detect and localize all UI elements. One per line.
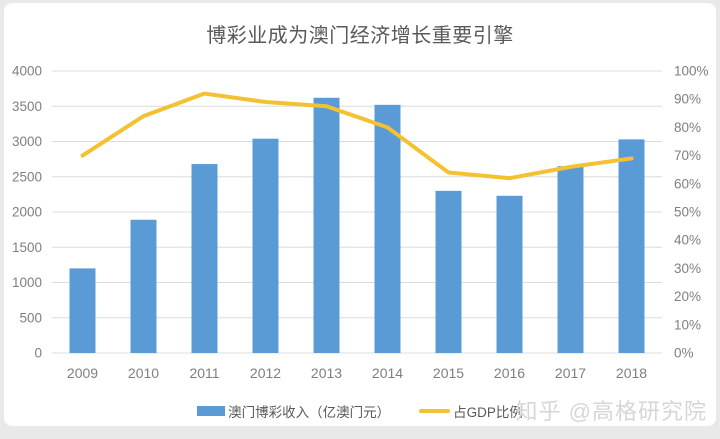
- left-axis-tick: 3500: [12, 99, 42, 114]
- right-axis-tick: 30%: [674, 261, 701, 276]
- right-axis-tick: 50%: [674, 205, 701, 220]
- bar-2015: [435, 190, 462, 353]
- chart-legend: 澳门博彩收入（亿澳门元） 占GDP比例: [0, 401, 720, 421]
- x-axis-label-2017: 2017: [555, 365, 586, 381]
- left-axis-tick: 500: [19, 310, 42, 325]
- legend-gdp-label: 占GDP比例: [453, 405, 523, 420]
- x-axis-label-2011: 2011: [189, 365, 219, 381]
- bar-2016: [496, 195, 523, 353]
- chart-title: 博彩业成为澳门经济增长重要引擎: [206, 25, 514, 47]
- gdp-line-swatch: [419, 408, 451, 414]
- left-axis-tick: 1500: [12, 240, 42, 255]
- legend-item-gdp: 占GDP比例: [419, 401, 523, 421]
- x-axis-label-2015: 2015: [433, 365, 464, 381]
- x-axis-label-2012: 2012: [250, 365, 281, 381]
- right-axis-tick: 100%: [674, 64, 709, 79]
- left-axis-tick: 0: [34, 346, 42, 361]
- watermark: 知乎 @高格研究院: [515, 399, 707, 424]
- left-axis-tick: 1000: [12, 275, 42, 290]
- left-axis-tick: 2500: [12, 169, 42, 184]
- bar-2018: [618, 139, 645, 353]
- bar-2012: [252, 138, 279, 353]
- bar-2009: [69, 268, 96, 353]
- right-axis-tick: 80%: [674, 120, 701, 135]
- x-axis-label-2013: 2013: [311, 365, 342, 381]
- x-axis-label-2014: 2014: [372, 365, 403, 381]
- x-axis-label-2009: 2009: [67, 365, 98, 381]
- left-axis-tick: 2000: [12, 205, 42, 220]
- gdp-ratio-line: [80, 91, 634, 181]
- legend-item-revenue: 澳门博彩收入（亿澳门元）: [197, 401, 390, 421]
- bar-2014: [374, 104, 401, 353]
- right-axis-tick: 10%: [674, 317, 701, 332]
- left-axis-tick: 3000: [12, 134, 42, 149]
- right-axis-tick: 90%: [674, 92, 701, 107]
- x-axis-label-2016: 2016: [494, 365, 525, 381]
- bar-2013: [313, 97, 340, 353]
- revenue-bar-swatch: [197, 406, 226, 416]
- x-axis-label-2010: 2010: [128, 365, 159, 381]
- bar-2010: [130, 219, 157, 353]
- right-axis-tick: 0%: [674, 346, 694, 361]
- chart-card: [4, 3, 716, 426]
- right-axis-tick: 70%: [674, 148, 701, 163]
- legend-revenue-label: 澳门博彩收入（亿澳门元）: [228, 405, 391, 420]
- right-axis-tick: 60%: [674, 176, 701, 191]
- left-axis-tick: 4000: [12, 64, 42, 79]
- right-axis-tick: 40%: [674, 233, 701, 248]
- x-axis-label-2018: 2018: [616, 365, 647, 381]
- bar-2011: [191, 164, 218, 353]
- bar-2017: [557, 166, 584, 353]
- right-axis-tick: 20%: [674, 289, 701, 304]
